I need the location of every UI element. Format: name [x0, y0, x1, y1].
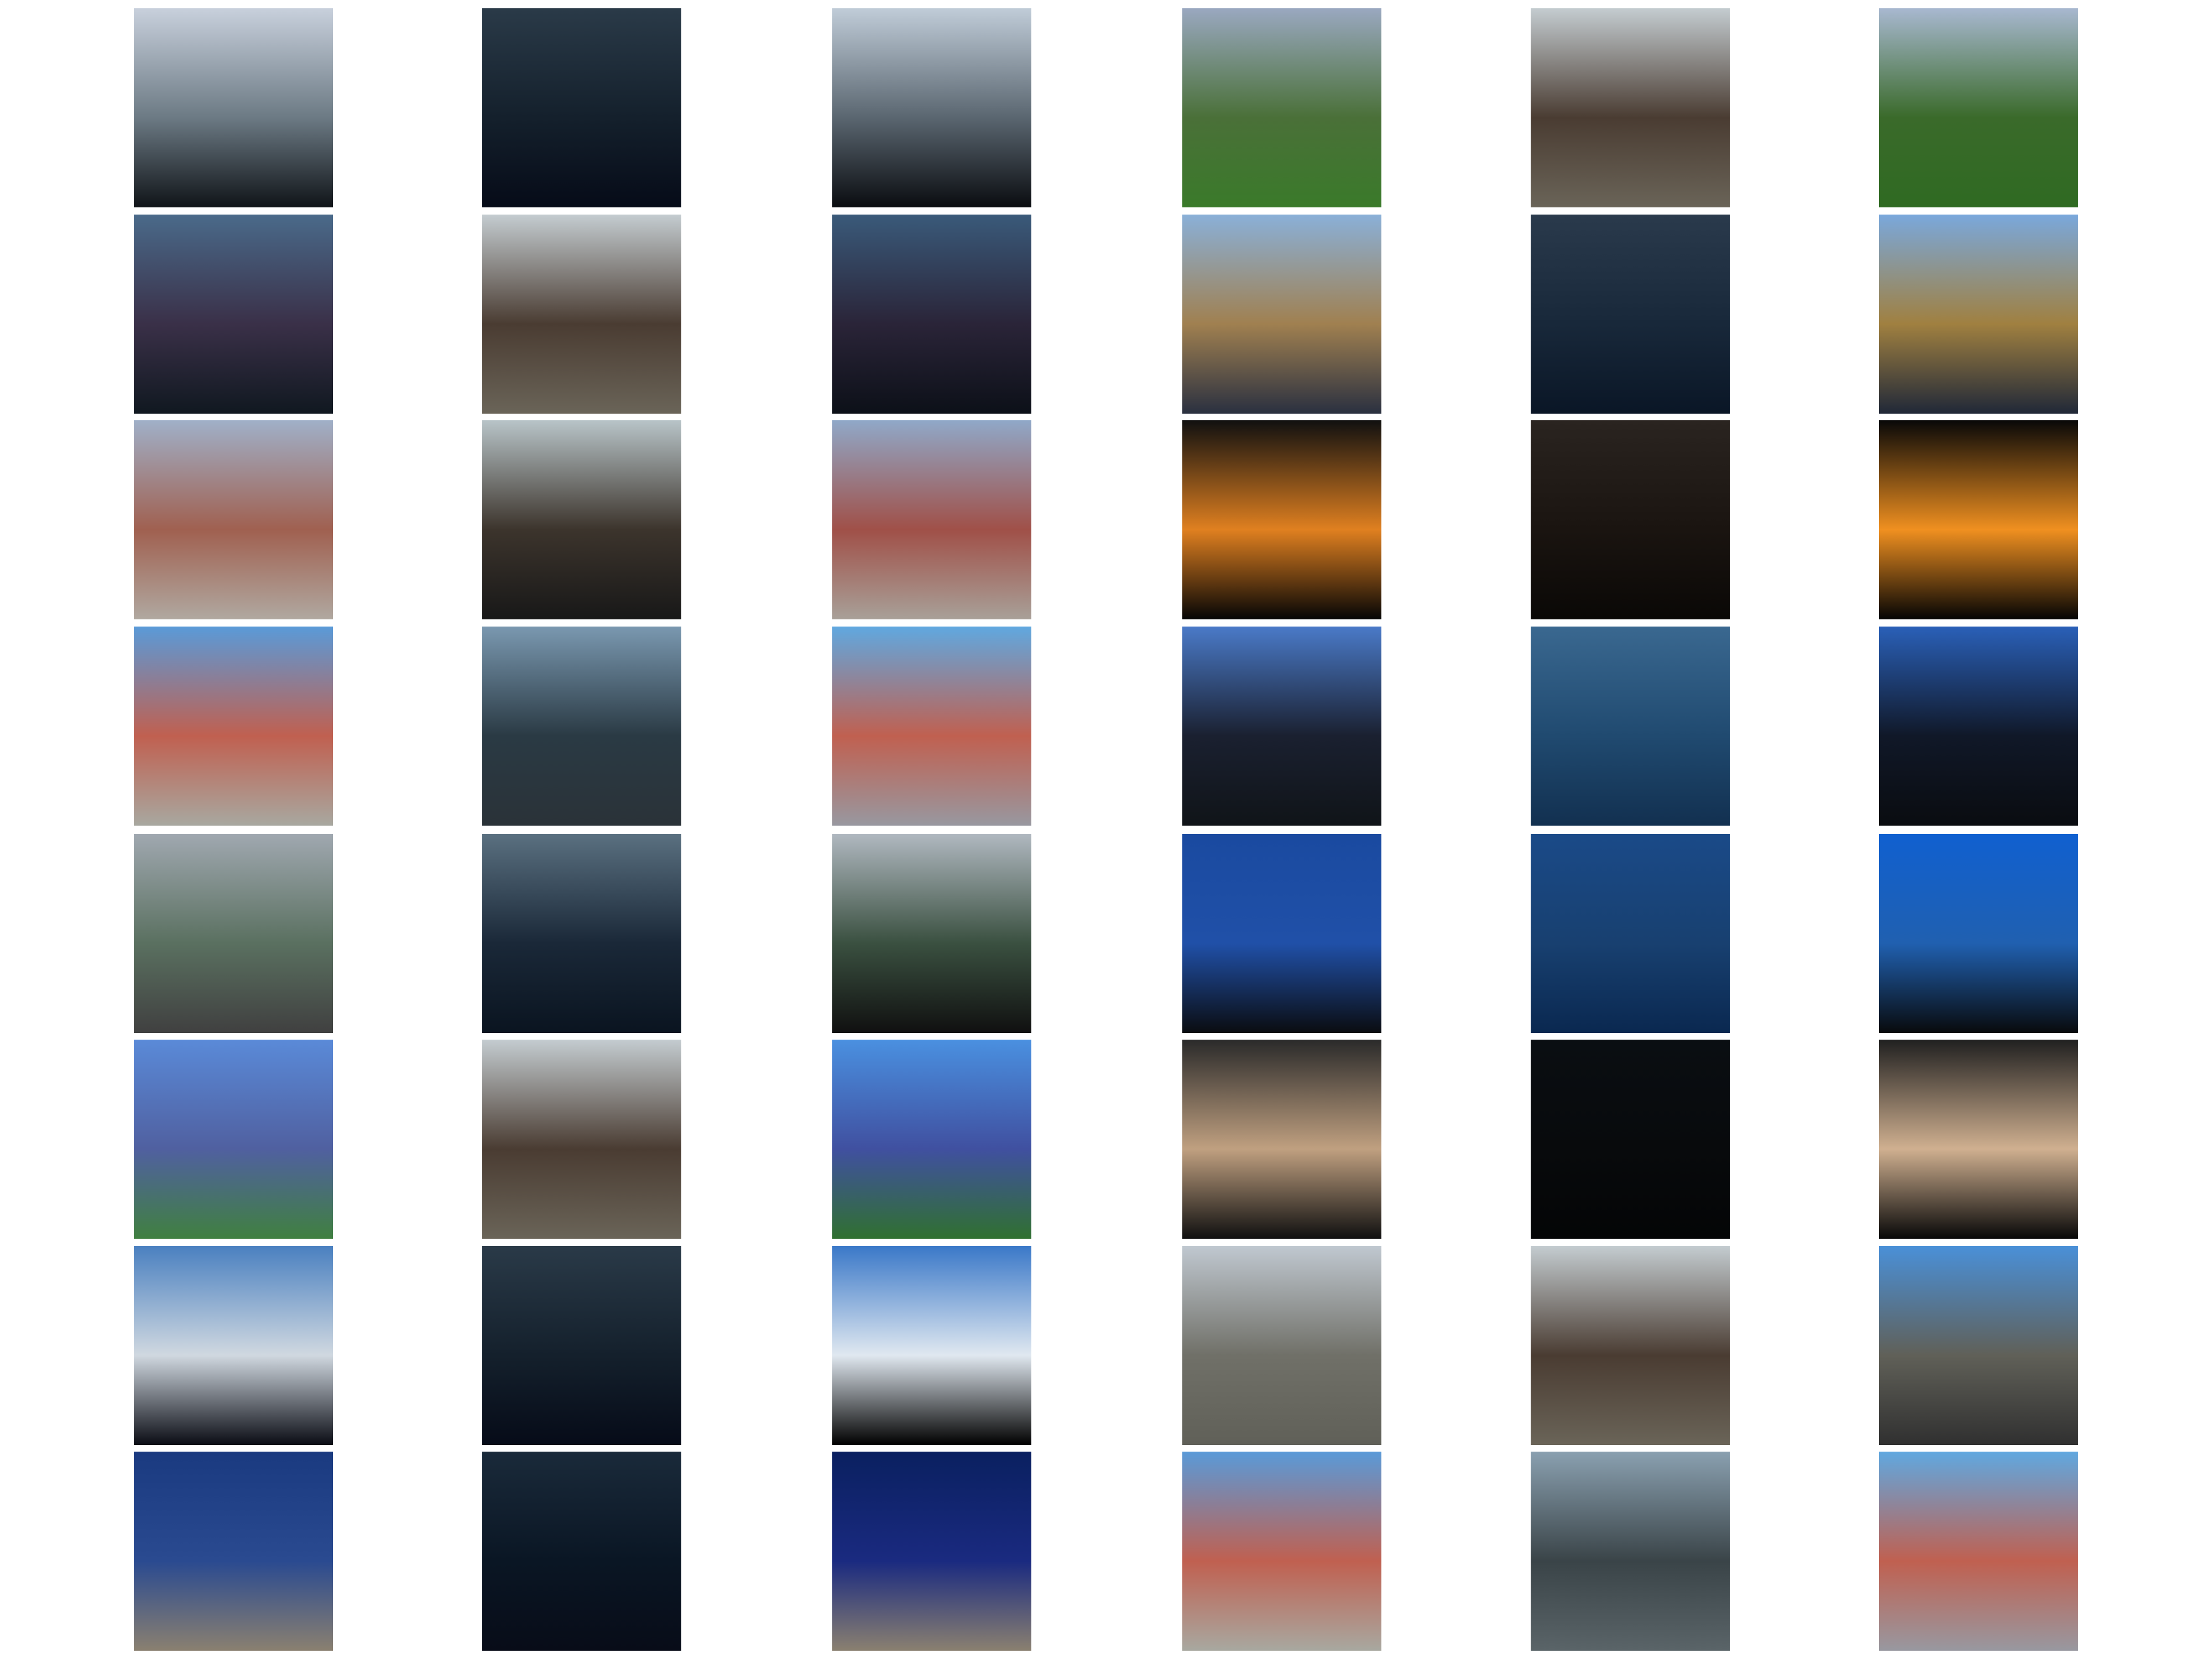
image-tile: [832, 1040, 1031, 1239]
image-tile: [1182, 8, 1381, 207]
image-tile: [1531, 1452, 1730, 1651]
image-tile: [1182, 627, 1381, 826]
image-tile: [832, 8, 1031, 207]
image-tile: [482, 834, 681, 1033]
image-tile: [1531, 215, 1730, 414]
image-tile: [1182, 1040, 1381, 1239]
image-tile: [134, 8, 333, 207]
image-tile: [832, 215, 1031, 414]
image-tile: [482, 1040, 681, 1239]
image-tile: [134, 834, 333, 1033]
image-tile: [1531, 834, 1730, 1033]
image-tile: [482, 1246, 681, 1445]
image-tile: [832, 627, 1031, 826]
image-tile: [134, 1452, 333, 1651]
image-tile: [832, 420, 1031, 619]
image-tile: [1531, 1246, 1730, 1445]
image-tile: [482, 215, 681, 414]
image-tile: [1531, 627, 1730, 826]
image-tile: [1182, 215, 1381, 414]
image-tile: [134, 1040, 333, 1239]
image-tile: [1879, 215, 2078, 414]
image-tile: [134, 1246, 333, 1445]
image-tile: [1879, 8, 2078, 207]
image-tile: [832, 1452, 1031, 1651]
image-tile: [1879, 420, 2078, 619]
image-tile: [1531, 8, 1730, 207]
image-tile: [1182, 1246, 1381, 1445]
image-tile: [1879, 1246, 2078, 1445]
image-tile: [1879, 627, 2078, 826]
image-tile: [482, 627, 681, 826]
image-tile: [1879, 1452, 2078, 1651]
image-tile: [482, 8, 681, 207]
image-tile: [1182, 420, 1381, 619]
image-tile: [134, 627, 333, 826]
image-tile: [1182, 834, 1381, 1033]
image-tile: [134, 420, 333, 619]
image-tile: [832, 1246, 1031, 1445]
image-tile: [1879, 834, 2078, 1033]
image-tile: [482, 420, 681, 619]
image-tile: [134, 215, 333, 414]
image-tile: [1879, 1040, 2078, 1239]
image-tile: [1531, 1040, 1730, 1239]
image-tile: [832, 834, 1031, 1033]
image-tile: [1531, 420, 1730, 619]
image-tile: [482, 1452, 681, 1651]
image-tile: [1182, 1452, 1381, 1651]
